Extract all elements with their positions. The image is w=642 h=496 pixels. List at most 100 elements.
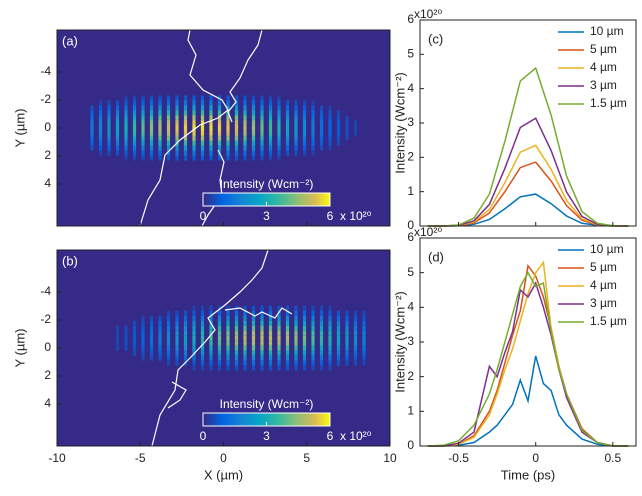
field-texture: [200, 340, 205, 346]
field-texture: [362, 335, 366, 341]
field-texture: [336, 345, 341, 351]
field-texture: [234, 350, 239, 356]
field-texture: [260, 100, 264, 106]
field-texture: [149, 155, 154, 161]
field-texture: [302, 120, 307, 126]
field-texture: [294, 335, 298, 341]
field-texture: [209, 325, 213, 331]
field-texture: [251, 345, 256, 351]
field-texture: [260, 135, 264, 141]
field-texture: [166, 345, 171, 351]
field-texture: [260, 320, 264, 326]
field-texture: [132, 110, 137, 116]
field-texture: [115, 150, 120, 156]
field-texture: [175, 325, 179, 331]
field-texture: [234, 325, 239, 331]
field-texture: [268, 120, 273, 126]
field-texture: [260, 330, 264, 336]
field-texture: [98, 105, 103, 111]
field-texture: [217, 365, 222, 371]
field-texture: [319, 130, 324, 136]
field-texture: [226, 355, 230, 361]
field-texture: [217, 115, 222, 121]
field-texture: [285, 135, 290, 141]
field-texture: [217, 120, 222, 126]
field-texture: [175, 155, 179, 161]
field-texture: [234, 355, 239, 361]
field-texture: [336, 330, 341, 336]
field-texture: [243, 335, 247, 341]
field-texture: [251, 105, 256, 111]
field-texture: [345, 335, 349, 341]
field-texture: [132, 135, 137, 141]
field-texture: [132, 330, 137, 336]
colorbar-multiplier: x 10²⁰: [340, 429, 372, 443]
field-texture: [319, 315, 324, 321]
field-texture: [149, 335, 154, 341]
field-texture: [124, 345, 128, 351]
field-texture: [209, 355, 213, 361]
field-texture: [192, 360, 196, 366]
field-texture: [268, 100, 273, 106]
field-texture: [243, 350, 247, 356]
y-tick-label: 2: [44, 368, 51, 382]
field-texture: [158, 355, 162, 361]
field-texture: [183, 120, 188, 126]
field-texture: [192, 325, 196, 331]
field-texture: [200, 115, 205, 121]
field-texture: [268, 110, 273, 116]
field-texture: [277, 150, 281, 156]
field-texture: [268, 130, 273, 136]
field-texture: [302, 350, 307, 356]
field-texture: [183, 320, 188, 326]
field-texture: [141, 100, 145, 106]
field-texture: [362, 325, 366, 331]
field-texture: [285, 330, 290, 336]
field-texture: [200, 150, 205, 156]
field-texture: [285, 115, 290, 121]
panel-label: (a): [62, 33, 78, 48]
field-texture: [268, 150, 273, 156]
field-texture: [345, 315, 349, 321]
field-texture: [311, 305, 315, 311]
field-texture: [158, 335, 162, 341]
field-texture: [243, 305, 247, 311]
field-texture: [234, 155, 239, 161]
colorbar-tick-label: 3: [263, 209, 270, 223]
field-texture: [217, 145, 222, 151]
field-texture: [149, 340, 154, 346]
field-texture: [124, 145, 128, 151]
field-texture: [192, 95, 196, 101]
field-texture: [268, 310, 273, 316]
field-texture: [234, 345, 239, 351]
field-texture: [260, 115, 264, 121]
y-tick-label: 0: [44, 340, 51, 354]
field-texture: [336, 335, 341, 341]
field-texture: [90, 110, 94, 116]
field-texture: [294, 355, 298, 361]
field-texture: [226, 105, 230, 111]
field-texture: [166, 325, 171, 331]
field-texture: [226, 345, 230, 351]
field-texture: [132, 100, 137, 106]
field-texture: [243, 150, 247, 156]
field-texture: [141, 105, 145, 111]
colorbar-label: Intensity (Wcm⁻²): [220, 397, 314, 411]
field-texture: [234, 360, 239, 366]
field-texture: [200, 325, 205, 331]
field-texture: [234, 320, 239, 326]
field-texture: [328, 145, 332, 151]
field-texture: [217, 305, 222, 311]
field-texture: [166, 115, 171, 121]
field-texture: [285, 120, 290, 126]
field-texture: [294, 135, 298, 141]
field-texture: [200, 310, 205, 316]
field-texture: [268, 145, 273, 151]
field-texture: [107, 135, 111, 141]
field-texture: [200, 145, 205, 151]
field-texture: [149, 350, 154, 356]
field-texture: [234, 100, 239, 106]
field-texture: [328, 115, 332, 121]
y-tick-label: 0: [407, 218, 414, 232]
field-texture: [209, 330, 213, 336]
